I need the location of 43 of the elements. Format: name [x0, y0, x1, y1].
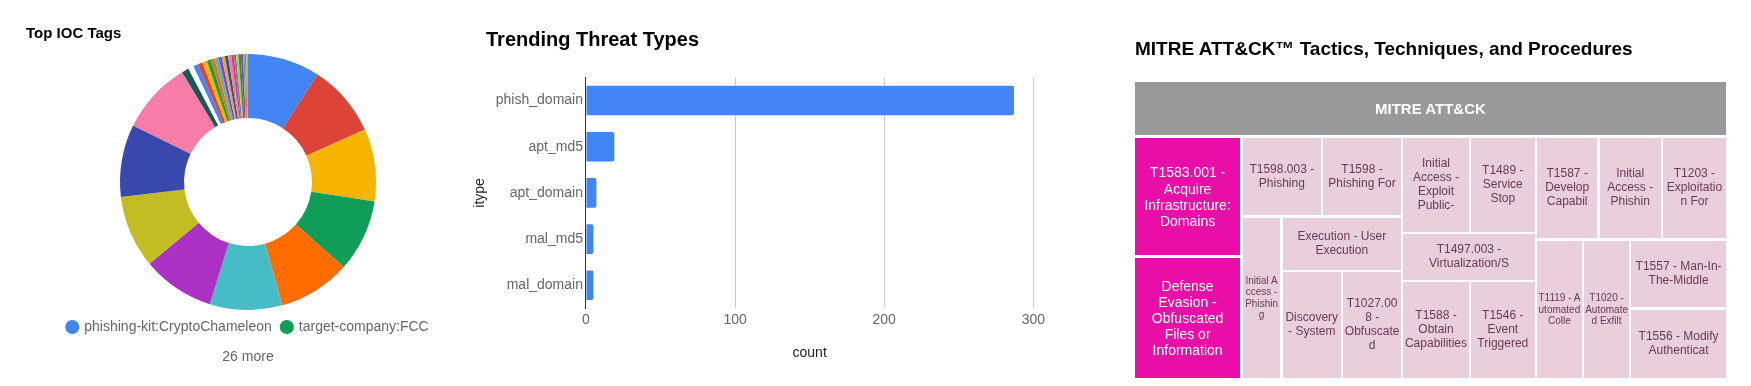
text: 26 more	[221, 348, 275, 364]
category-label: T1020 - Automated Exfilt	[1585, 292, 1628, 327]
category-label: Execution - User Execution	[1296, 228, 1388, 258]
y-tick-label: apt_md5	[528, 137, 584, 154]
category-label: T1598 - Phishing For	[1327, 161, 1397, 191]
category-label: T1546 - Event Triggered	[1476, 308, 1530, 351]
x-tick-label: 0	[582, 310, 591, 327]
x-tick-label: 300	[1021, 310, 1046, 327]
category-label: T1587 - Develop Capabil	[1544, 166, 1591, 209]
bar	[586, 178, 597, 208]
bar	[586, 270, 594, 301]
category-label: T1027.008 - Obfuscated	[1344, 296, 1400, 353]
y-axis-title: itype	[471, 177, 488, 208]
y-tick-label: phish_domain	[495, 91, 583, 108]
category-label: T1497.003 - Virtualization/S	[1428, 242, 1510, 271]
y-tick-label: mal_domain	[506, 276, 583, 293]
category-label: T1556 - Modify Authenticat	[1637, 328, 1720, 358]
category-label: T1588 - Obtain Capabilities	[1404, 308, 1468, 351]
category-label: MITRE ATT&CK	[1374, 99, 1486, 118]
category-label: T1203 - Exploitation For	[1665, 166, 1724, 209]
y-tick-label: apt_domain	[509, 183, 583, 200]
category-label: T1557 - Man-In-The-Middle	[1634, 259, 1723, 288]
bar	[586, 85, 1014, 116]
chart-title: Trending Threat Types	[486, 28, 699, 51]
x-tick-label: 200	[872, 310, 897, 327]
text: MITRE ATT&CK™ Tactics, Techniques, and Procedures	[1135, 38, 1633, 60]
category-label: Initial Access - Exploit Public-	[1411, 156, 1460, 213]
category-label: Initial Access - Phishing	[1244, 274, 1279, 321]
category-label: T1489 - Service Stop	[1481, 163, 1525, 206]
category-label: T1583.001 - Acquire Infrastructure: Domains	[1143, 164, 1232, 229]
legend-label: phishing-kit:CryptoChameleon	[84, 317, 272, 334]
category-label: Defense Evasion - Obfuscated Files or Information	[1150, 277, 1225, 359]
x-tick-label: 100	[723, 310, 747, 327]
category-label: Initial Access - Phishin	[1606, 166, 1655, 209]
y-tick-label: mal_md5	[525, 229, 584, 246]
bar	[586, 224, 594, 254]
x-axis-title: count	[792, 344, 827, 361]
category-label: Discovery - System	[1284, 310, 1340, 339]
bar	[586, 131, 615, 162]
legend-label: target-company:FCC	[298, 317, 429, 334]
chart-title: Top IOC Tags	[26, 24, 122, 41]
category-label: T1119 - Automated Colle	[1538, 292, 1581, 327]
category-label: T1598.003 - Phishing	[1248, 161, 1316, 191]
